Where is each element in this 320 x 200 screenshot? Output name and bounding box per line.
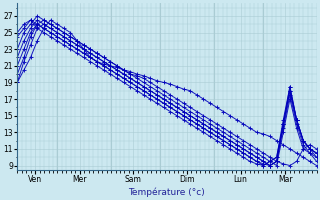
X-axis label: Température (°c): Température (°c) bbox=[129, 187, 205, 197]
